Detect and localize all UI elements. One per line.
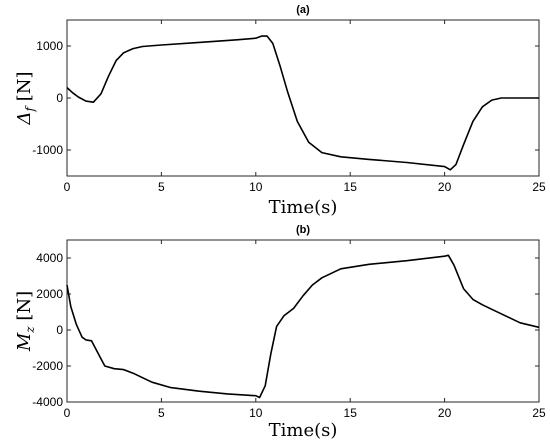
subplot-b-series-line bbox=[66, 254, 540, 399]
subplot-b-ylabel-unit: [N] bbox=[14, 291, 35, 327]
subplot-b-xtick-label: 20 bbox=[438, 406, 452, 420]
subplot-a-title: (a) bbox=[296, 4, 310, 16]
subplot-a-ylabel: Δf [N] bbox=[14, 72, 37, 126]
subplot-b-title: (b) bbox=[296, 224, 310, 236]
subplot-b-ytick-label: 2000 bbox=[36, 287, 63, 301]
subplot-a-xtick-label: 10 bbox=[249, 180, 263, 194]
subplot-b-ticks: 0 5 10 15 20 25 4000 2000 0 -2000 -4000 bbox=[32, 240, 546, 420]
subplot-b-xtick-label: 0 bbox=[64, 406, 71, 420]
subplot-a-xlabel: Time(s) bbox=[269, 197, 338, 218]
subplot-a-ytick-label: 1000 bbox=[36, 39, 63, 53]
subplot-a-xtick-label: 15 bbox=[344, 180, 358, 194]
subplot-a-xtick-label: 5 bbox=[158, 180, 165, 194]
subplot-b-ylabel-sub: z bbox=[23, 326, 37, 334]
subplot-a-ytick-label: 0 bbox=[56, 91, 63, 105]
subplot-a-axes bbox=[66, 19, 540, 177]
subplot-b-ytick-label: -4000 bbox=[32, 395, 63, 409]
subplot-a-ytick-label: -1000 bbox=[32, 143, 63, 157]
subplot-a-ylabel-unit: [N] bbox=[14, 72, 35, 108]
subplot-a-xtick-label: 20 bbox=[438, 180, 452, 194]
subplot-a-series-line bbox=[66, 35, 539, 171]
subplot-b-xtick-label: 15 bbox=[344, 406, 358, 420]
subplot-a-xtick-label: 0 bbox=[64, 180, 71, 194]
subplot-a-xtick-label: 25 bbox=[532, 180, 546, 194]
subplot-b-ylabel: Mz [N] bbox=[14, 291, 37, 352]
subplot-b-axes bbox=[66, 239, 540, 403]
subplot-b: (b) 0 5 10 15 20 25 4000 2000 0 -2000 -4000 Time(s… bbox=[14, 224, 546, 441]
subplot-b-ytick-label: 0 bbox=[56, 323, 63, 337]
subplot-b-xtick-label: 25 bbox=[532, 406, 546, 420]
subplot-b-ylabel-main: M bbox=[14, 332, 35, 352]
subplot-b-ytick-label: -2000 bbox=[32, 359, 63, 373]
subplot-a-ticks: 0 5 10 15 20 25 1000 0 -1000 bbox=[32, 20, 546, 194]
subplot-b-xlabel: Time(s) bbox=[269, 420, 338, 441]
subplot-b-ytick-label: 4000 bbox=[36, 251, 63, 265]
subplot-b-xtick-label: 5 bbox=[158, 406, 165, 420]
subplot-a: (a) 0 5 10 15 20 25 1000 0 -1000 Time(s) Δf [N] bbox=[14, 4, 546, 218]
subplot-a-ylabel-main: Δ bbox=[14, 111, 35, 125]
subplot-a-ylabel-sub: f bbox=[23, 104, 37, 112]
subplot-b-xtick-label: 10 bbox=[249, 406, 263, 420]
